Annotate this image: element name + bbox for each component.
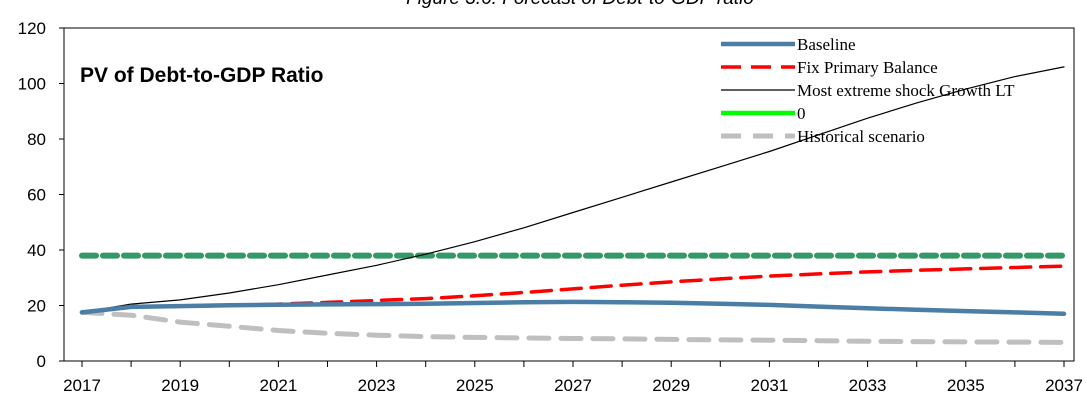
legend-label: 0 xyxy=(797,104,806,123)
x-tick-label: 2025 xyxy=(456,376,494,395)
y-tick-label: 40 xyxy=(27,241,46,260)
series-line-0 xyxy=(79,299,1067,317)
series-layer xyxy=(79,66,1067,345)
x-tick-label: 2021 xyxy=(259,376,297,395)
legend-label: Fix Primary Balance xyxy=(797,58,938,77)
x-tick-label: 2029 xyxy=(652,376,690,395)
x-tick-label: 2023 xyxy=(358,376,396,395)
x-tick-label: 2017 xyxy=(63,376,101,395)
chart-title: PV of Debt-to-GDP Ratio xyxy=(80,64,323,87)
y-tick-label: 60 xyxy=(27,186,46,205)
x-tick-label: 2027 xyxy=(554,376,592,395)
series-line-2 xyxy=(81,66,1065,313)
x-axis: 2017 2019 2021 2023 2025 2027 2029 2031 2033 2035… xyxy=(63,361,1083,395)
y-tick-label: 0 xyxy=(37,352,46,371)
y-axis: 0 20 40 60 80 100 120 xyxy=(18,19,64,371)
x-tick-label: 2035 xyxy=(947,376,985,395)
x-tick-label: 2031 xyxy=(750,376,788,395)
legend: Baseline Fix Primary Balance Most extreme … xyxy=(721,35,1015,146)
y-tick-label: 120 xyxy=(18,19,46,38)
y-tick-label: 20 xyxy=(27,297,46,316)
y-tick-label: 80 xyxy=(27,130,46,149)
x-tick-label: 2019 xyxy=(161,376,199,395)
legend-label: Most extreme shock Growth LT xyxy=(797,81,1015,100)
x-tick-label: 2033 xyxy=(849,376,887,395)
figure-caption: Figure 3.6: Forecast of Debt-to-GDP rati… xyxy=(406,0,754,9)
legend-label: Baseline xyxy=(797,35,856,54)
legend-label: Historical scenario xyxy=(797,127,925,146)
y-tick-label: 100 xyxy=(18,75,46,94)
series-line-4 xyxy=(79,309,1067,345)
x-tick-label: 2037 xyxy=(1045,376,1083,395)
